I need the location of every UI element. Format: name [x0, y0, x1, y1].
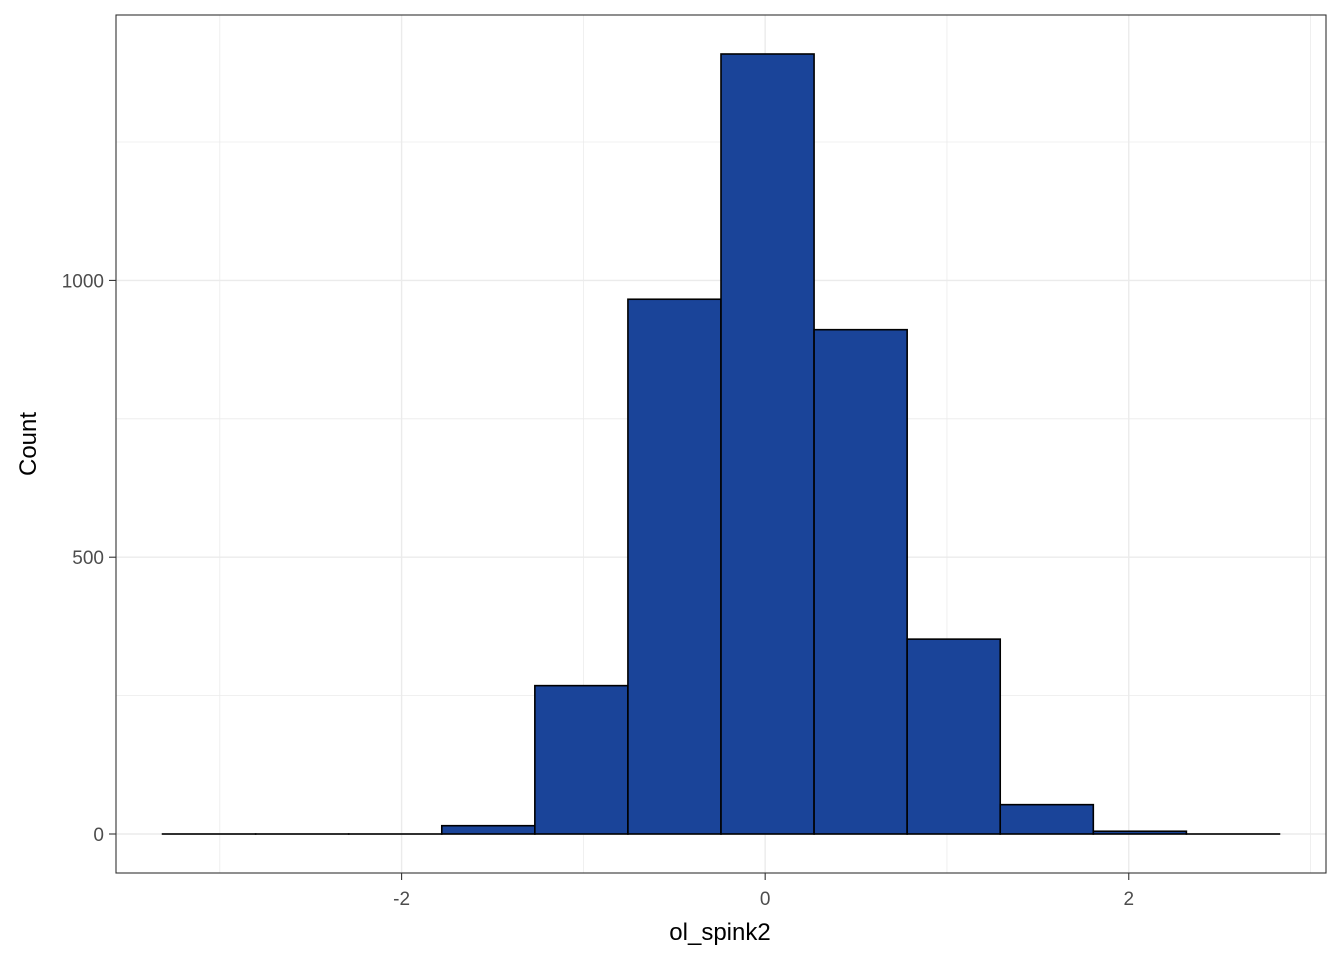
y-tick-label: 500: [72, 548, 104, 569]
histogram-bar: [906, 638, 1002, 835]
histogram-bar: [999, 803, 1095, 835]
histogram-bar: [813, 328, 908, 835]
x-axis-ticks: -2 0 2: [393, 873, 1134, 910]
histogram-bar: [627, 298, 722, 835]
x-tick-label: 0: [760, 889, 771, 910]
x-tick-label: -2: [393, 889, 410, 910]
histogram-bar: [1092, 830, 1188, 835]
y-axis-ticks: 0 500 1000: [62, 271, 116, 846]
histogram-bar: [440, 824, 536, 835]
y-axis-title: Count: [15, 412, 42, 476]
x-tick-label: 2: [1123, 889, 1134, 910]
histogram-bar: [534, 684, 629, 835]
panel-border: [115, 14, 1327, 874]
x-axis-title: ol_spink2: [669, 919, 770, 946]
y-tick-label: 1000: [62, 271, 104, 292]
histogram-bar: [720, 53, 815, 835]
histogram-bars: [161, 53, 1281, 835]
y-tick-label: 0: [93, 825, 104, 846]
